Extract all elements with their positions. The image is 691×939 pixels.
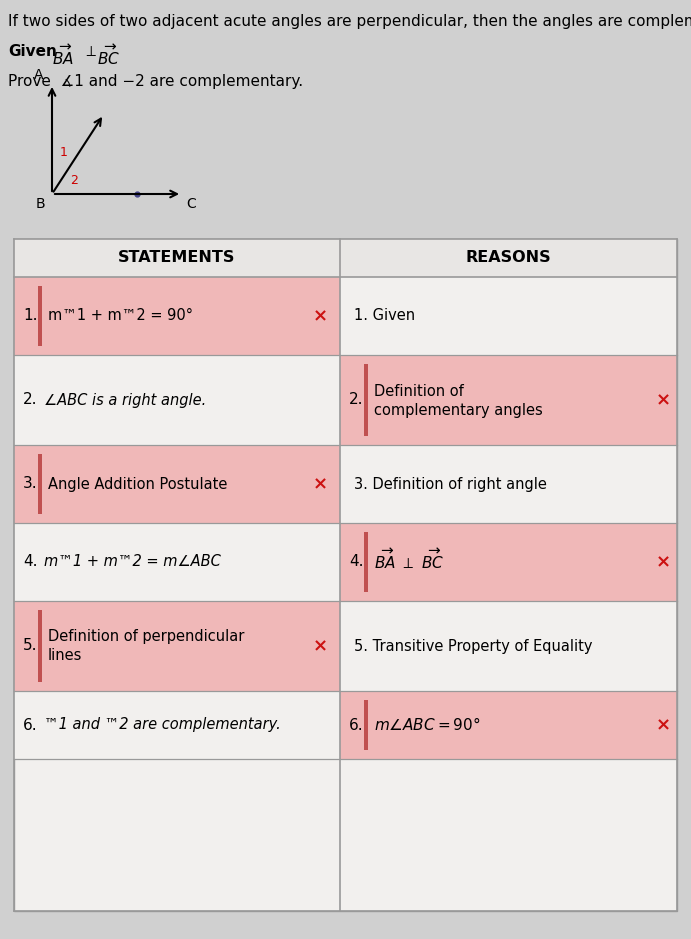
Text: 6.: 6. bbox=[23, 717, 37, 732]
Text: ∠ABC is a right angle.: ∠ABC is a right angle. bbox=[44, 393, 206, 408]
Bar bbox=[14, 445, 340, 523]
Text: ™1 and ™2 are complementary.: ™1 and ™2 are complementary. bbox=[44, 717, 281, 732]
Text: 1: 1 bbox=[60, 146, 68, 159]
Bar bbox=[340, 691, 677, 759]
Text: ×: × bbox=[312, 475, 328, 493]
Bar bbox=[38, 610, 42, 682]
Text: lines: lines bbox=[48, 649, 82, 664]
Text: 2.: 2. bbox=[349, 393, 363, 408]
Bar bbox=[14, 601, 340, 691]
Text: Definition of: Definition of bbox=[374, 383, 464, 398]
Text: complementary angles: complementary angles bbox=[374, 403, 542, 418]
Text: STATEMENTS: STATEMENTS bbox=[118, 251, 236, 266]
Text: 4.: 4. bbox=[349, 555, 363, 569]
Text: ×: × bbox=[656, 391, 670, 409]
Text: C: C bbox=[186, 197, 196, 211]
Text: 2: 2 bbox=[70, 174, 78, 187]
Text: ×: × bbox=[312, 307, 328, 325]
Text: 5. Transitive Property of Equality: 5. Transitive Property of Equality bbox=[354, 639, 592, 654]
Text: 1.: 1. bbox=[23, 309, 37, 324]
Text: ×: × bbox=[312, 637, 328, 655]
Bar bbox=[340, 523, 677, 601]
Text: REASONS: REASONS bbox=[466, 251, 551, 266]
Text: ×: × bbox=[656, 553, 670, 571]
Text: B: B bbox=[35, 197, 45, 211]
Text: $\overrightarrow{BC}$: $\overrightarrow{BC}$ bbox=[97, 44, 120, 69]
Text: 5.: 5. bbox=[23, 639, 37, 654]
Bar bbox=[14, 239, 677, 911]
Bar bbox=[14, 239, 340, 277]
Text: Definition of perpendicular: Definition of perpendicular bbox=[48, 629, 245, 644]
Text: If two sides of two adjacent acute angles are perpendicular, then the angles are: If two sides of two adjacent acute angle… bbox=[8, 14, 691, 29]
Bar bbox=[14, 691, 340, 759]
Bar bbox=[340, 277, 677, 355]
Text: Given: Given bbox=[8, 44, 57, 59]
Bar bbox=[340, 601, 677, 691]
Text: Prove  ∡1 and −2 are complementary.: Prove ∡1 and −2 are complementary. bbox=[8, 74, 303, 89]
Text: m™1 + m™2 = m∠ABC: m™1 + m™2 = m∠ABC bbox=[44, 555, 221, 569]
Text: ×: × bbox=[656, 716, 670, 734]
Bar bbox=[364, 532, 368, 592]
Text: $\perp$: $\perp$ bbox=[83, 44, 97, 59]
Bar bbox=[38, 286, 42, 346]
Bar bbox=[340, 355, 677, 445]
Bar bbox=[14, 277, 340, 355]
Bar bbox=[340, 239, 677, 277]
Text: 1. Given: 1. Given bbox=[354, 309, 415, 324]
Text: $\overrightarrow{BA}\ \perp\ \overrightarrow{BC}$: $\overrightarrow{BA}\ \perp\ \overrighta… bbox=[374, 547, 444, 572]
Text: $m\angle ABC = 90°$: $m\angle ABC = 90°$ bbox=[374, 716, 480, 733]
Bar bbox=[14, 523, 340, 601]
Text: 3. Definition of right angle: 3. Definition of right angle bbox=[354, 476, 547, 491]
Text: A: A bbox=[35, 68, 44, 82]
Bar bbox=[38, 454, 42, 514]
Text: 4.: 4. bbox=[23, 555, 37, 569]
Bar bbox=[14, 355, 340, 445]
Bar bbox=[364, 364, 368, 436]
Text: $\overrightarrow{BA}$: $\overrightarrow{BA}$ bbox=[52, 44, 74, 69]
Text: Angle Addition Postulate: Angle Addition Postulate bbox=[48, 476, 227, 491]
Text: 2.: 2. bbox=[23, 393, 37, 408]
Bar bbox=[340, 445, 677, 523]
Bar bbox=[364, 700, 368, 750]
Text: m™1 + m™2 = 90°: m™1 + m™2 = 90° bbox=[48, 309, 193, 324]
Text: 3.: 3. bbox=[23, 476, 37, 491]
Text: 6.: 6. bbox=[349, 717, 363, 732]
